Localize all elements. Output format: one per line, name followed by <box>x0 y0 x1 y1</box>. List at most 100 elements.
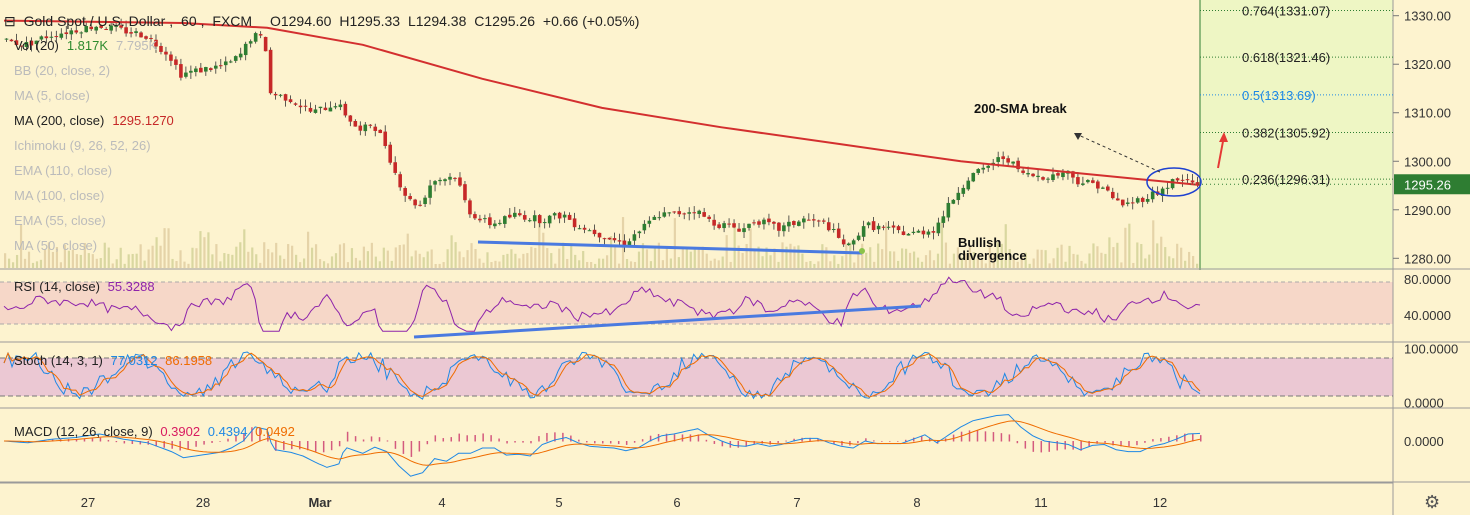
macd-histogram-bar <box>705 439 708 442</box>
indicator-legend-item[interactable]: MA (200, close) 1295.1270 <box>14 113 174 128</box>
macd-histogram-bar <box>609 441 612 444</box>
volume-bar <box>358 260 362 268</box>
sma-break-arrowhead <box>1074 133 1082 140</box>
candle-body <box>567 214 572 220</box>
macd-histogram-bar <box>227 438 229 442</box>
volume-bar <box>558 248 561 268</box>
volume-bar <box>494 260 497 268</box>
indicator-legend-item[interactable]: MA (50, close) <box>14 238 98 253</box>
candle-body <box>901 231 906 236</box>
macd-histogram-bar <box>912 437 915 442</box>
volume-bar <box>35 261 39 268</box>
macd-histogram-bar <box>474 435 476 442</box>
candle-body <box>856 235 861 240</box>
volume-bar <box>749 228 752 268</box>
stoch-legend[interactable]: Stoch (14, 3, 1) 77.0312 86.1958 <box>14 353 213 368</box>
volume-bar <box>47 242 51 268</box>
volume-bar <box>466 250 469 268</box>
symbol-name[interactable]: Gold Spot / U.S. Dollar <box>23 13 166 29</box>
macd-histogram-bar <box>354 436 357 442</box>
volume-bar <box>932 260 936 268</box>
volume-bar <box>231 254 234 268</box>
candle-body <box>1180 179 1185 181</box>
macd-histogram-bar <box>881 441 883 442</box>
candle-body <box>836 228 841 238</box>
fib-level-label: 0.764(1331.07) <box>1242 4 1330 19</box>
volume-bar <box>657 242 661 268</box>
candle-body <box>273 93 278 96</box>
candle-body <box>926 231 931 235</box>
candle-body <box>981 167 986 170</box>
volume-bar <box>609 236 613 268</box>
candle-body <box>59 33 64 38</box>
macd-histogram-bar <box>1128 441 1130 447</box>
time-tick-label: 5 <box>555 495 562 510</box>
macd-histogram-bar <box>378 437 381 442</box>
volume-bar <box>849 242 852 268</box>
volume-bar <box>83 242 86 268</box>
macd-histogram-bar <box>346 431 349 442</box>
candle-body <box>672 211 677 213</box>
candle-body <box>1170 179 1175 189</box>
indicator-legend-item[interactable]: MA (5, close) <box>14 88 90 103</box>
time-tick-label: 11 <box>1034 495 1048 510</box>
rsi-line <box>3 276 1201 332</box>
rsi-legend[interactable]: RSI (14, close) 55.3288 <box>14 279 155 294</box>
volume-bar <box>546 248 549 268</box>
candle-body <box>767 218 771 223</box>
volume-bar <box>1168 256 1171 268</box>
volume-bar <box>594 263 597 268</box>
candle-body <box>124 27 128 34</box>
candle-body <box>1101 187 1105 189</box>
indicator-legend-item[interactable]: BB (20, close, 2) <box>14 63 111 78</box>
macd-legend[interactable]: MACD (12, 26, close, 9) 0.3902 0.4394 0.… <box>14 424 295 439</box>
macd-histogram-bar <box>1064 441 1066 450</box>
volume-bar <box>159 245 162 268</box>
volume-bar <box>151 245 154 268</box>
candle-body <box>1071 171 1075 178</box>
candle-body <box>144 36 148 39</box>
minus-square-icon[interactable]: ⊟ <box>4 13 16 29</box>
volume-bar <box>79 254 82 268</box>
volume-bar <box>135 253 138 268</box>
indicator-legend-item[interactable]: Vol (20) 1.817K 7.795K <box>14 38 158 53</box>
volume-bar <box>773 248 776 268</box>
candle-body <box>816 220 821 222</box>
candle-body <box>951 199 956 204</box>
macd-histogram-bar <box>115 441 118 443</box>
volume-bar <box>7 258 11 268</box>
candle-body <box>1006 158 1010 163</box>
volume-bar <box>1140 244 1143 268</box>
volume-bar <box>968 247 971 268</box>
indicator-legend-item[interactable]: MA (100, close) <box>14 188 105 203</box>
volume-bar <box>514 253 517 268</box>
indicator-legend-item[interactable]: Ichimoku (9, 26, 52, 26) <box>14 138 151 153</box>
indicator-legend-item[interactable]: EMA (110, close) <box>14 163 113 178</box>
macd-histogram-bar <box>219 441 221 442</box>
volume-bar <box>613 244 617 268</box>
candle-body <box>582 227 587 230</box>
volume-bar <box>697 248 700 268</box>
candle-body <box>338 104 343 108</box>
candle-body <box>253 33 258 42</box>
time-tick-label: 4 <box>438 495 445 510</box>
macd-histogram-bar <box>426 441 429 445</box>
macd-histogram-bar <box>1016 441 1019 444</box>
macd-histogram-bar <box>602 441 604 444</box>
candle-body <box>243 43 248 56</box>
sma-break-arrow <box>1073 132 1161 173</box>
last-price-label: 1295.26 <box>1404 177 1451 192</box>
volume-bar <box>219 261 222 268</box>
volume-bar <box>1040 249 1043 268</box>
candle-body <box>109 25 113 31</box>
volume-bar <box>95 258 98 268</box>
gear-icon[interactable]: ⚙ <box>1424 492 1441 512</box>
volume-bar <box>207 232 210 268</box>
indicator-legend-item[interactable]: EMA (55, close) <box>14 213 106 228</box>
macd-histogram-bar <box>625 441 628 445</box>
candle-body <box>557 212 562 219</box>
candle-body <box>323 107 328 111</box>
volume-bar <box>518 258 521 268</box>
sma-break-ellipse <box>1146 167 1202 197</box>
